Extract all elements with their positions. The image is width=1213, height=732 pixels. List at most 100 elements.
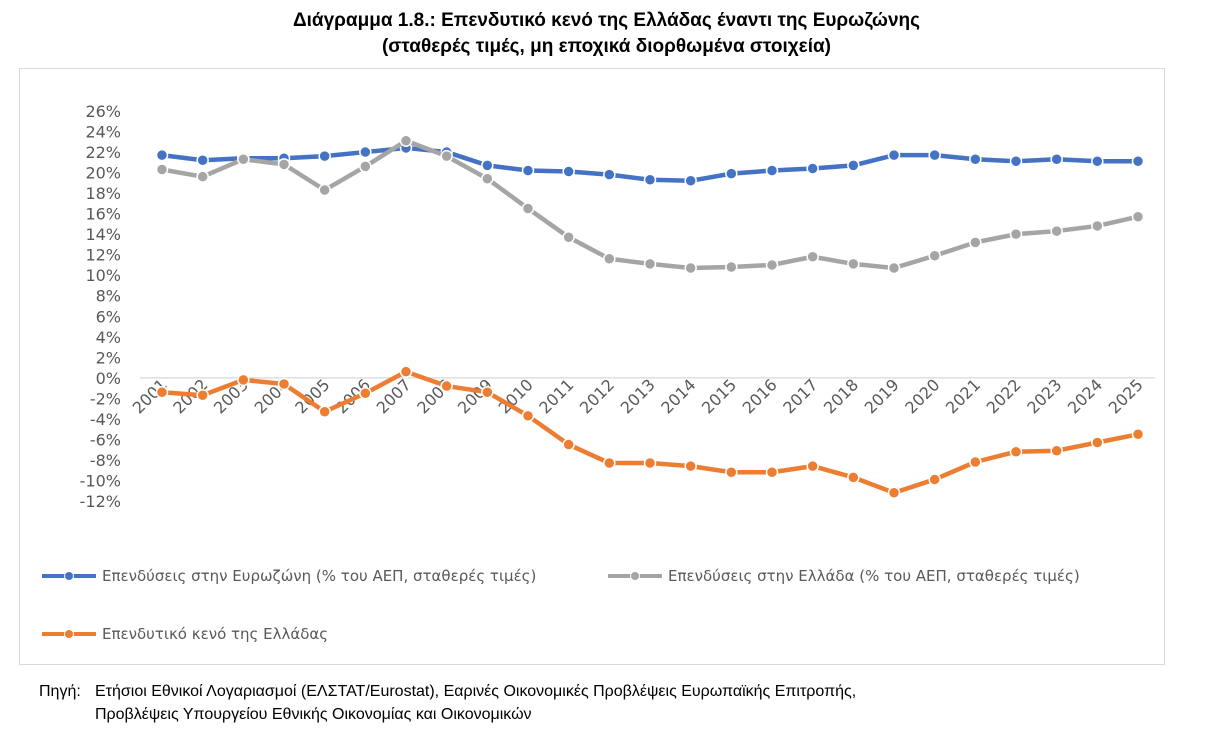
x-tick-label: 2025 bbox=[1105, 375, 1147, 417]
data-point-greece bbox=[969, 236, 982, 249]
data-point-gap bbox=[155, 385, 169, 399]
data-point-gap bbox=[684, 459, 697, 473]
data-point-greece bbox=[481, 172, 494, 185]
y-tick-label: 8% bbox=[96, 287, 121, 306]
legend-swatch-gap bbox=[42, 629, 96, 639]
data-point-greece bbox=[1131, 210, 1145, 223]
data-point-eurozone bbox=[847, 159, 860, 172]
series-eurozone bbox=[155, 141, 1145, 188]
data-point-gap bbox=[277, 377, 291, 391]
data-point-gap bbox=[928, 473, 941, 486]
data-point-gap bbox=[1131, 428, 1145, 441]
data-point-greece bbox=[603, 252, 616, 266]
x-tick-label: 2019 bbox=[861, 375, 903, 417]
data-point-greece bbox=[521, 202, 535, 215]
data-point-gap bbox=[521, 409, 535, 423]
legend-item-eurozone: Επενδύσεις στην Ευρωζώνη (% του ΑΕΠ, στα… bbox=[42, 567, 536, 585]
data-point-gap bbox=[847, 471, 860, 484]
data-point-eurozone bbox=[1131, 155, 1145, 168]
data-point-eurozone bbox=[725, 167, 738, 180]
data-point-gap bbox=[318, 405, 331, 418]
data-point-eurozone bbox=[643, 173, 657, 187]
legend-label-eurozone: Επενδύσεις στην Ευρωζώνη (% του ΑΕΠ, στα… bbox=[102, 567, 537, 585]
data-point-greece bbox=[318, 183, 331, 197]
data-point-eurozone bbox=[806, 162, 819, 175]
data-point-gap bbox=[765, 466, 779, 479]
data-point-greece bbox=[643, 257, 657, 271]
data-point-eurozone bbox=[928, 148, 941, 162]
data-point-greece bbox=[440, 149, 453, 163]
data-point-gap bbox=[969, 455, 982, 469]
x-tick-label: 2020 bbox=[901, 375, 943, 417]
data-point-gap bbox=[887, 486, 901, 500]
legend-item-greece: Επενδύσεις στην Ελλάδα (% του ΑΕΠ, σταθε… bbox=[608, 567, 1080, 585]
data-point-eurozone bbox=[684, 174, 697, 188]
data-point-greece bbox=[277, 158, 291, 171]
data-point-greece bbox=[237, 152, 250, 166]
x-tick-label: 2016 bbox=[739, 375, 781, 417]
source-line-1: Ετήσιοι Εθνικοί Λογαριασμοί (ΕΛΣΤΑΤ/Euro… bbox=[95, 683, 857, 700]
x-tick-label: 2015 bbox=[698, 375, 740, 417]
data-point-greece bbox=[399, 134, 413, 148]
y-tick-label: -2% bbox=[90, 389, 121, 408]
y-axis: 26% 24%22% 20%18% 16%14% 12%10% 8%6% 4%2% 0%-2%… bbox=[80, 102, 121, 511]
data-point-greece bbox=[887, 261, 901, 275]
chart-title-line-2: (σταθερές τιμές, μη εποχικά διορθωμένα σ… bbox=[381, 36, 831, 57]
data-point-greece bbox=[806, 250, 819, 263]
data-point-greece bbox=[1009, 227, 1023, 241]
series-greece bbox=[155, 134, 1145, 275]
data-point-gap bbox=[725, 466, 738, 479]
source-label: Πηγή: bbox=[39, 683, 81, 700]
data-point-greece bbox=[1050, 224, 1063, 238]
y-tick-label: 20% bbox=[85, 164, 121, 183]
data-point-greece bbox=[928, 249, 941, 262]
legend-label-gap: Επενδυτικό κενό της Ελλάδας bbox=[102, 625, 329, 643]
y-tick-label: -12% bbox=[80, 492, 121, 511]
x-tick-label: 2024 bbox=[1064, 375, 1106, 417]
data-point-eurozone bbox=[603, 168, 616, 181]
legend-swatch-greece bbox=[608, 571, 662, 581]
data-point-greece bbox=[359, 160, 372, 173]
data-point-eurozone bbox=[1050, 152, 1063, 166]
data-point-gap bbox=[237, 373, 250, 387]
data-point-eurozone bbox=[969, 152, 982, 166]
data-point-greece bbox=[684, 261, 697, 275]
chart-frame bbox=[19, 68, 1165, 665]
x-tick-label: 2013 bbox=[617, 375, 659, 417]
data-point-eurozone bbox=[887, 148, 901, 162]
y-tick-label: 6% bbox=[96, 307, 121, 326]
y-tick-label: 16% bbox=[85, 205, 121, 224]
y-tick-label: 14% bbox=[85, 225, 121, 244]
data-point-gap bbox=[359, 386, 372, 400]
data-point-gap bbox=[399, 365, 413, 378]
y-tick-label: 12% bbox=[85, 246, 121, 265]
data-point-eurozone bbox=[481, 159, 494, 172]
data-point-eurozone bbox=[562, 165, 575, 178]
data-point-greece bbox=[725, 260, 738, 274]
legend-item-gap: Επενδυτικό κενό της Ελλάδας bbox=[42, 625, 328, 643]
y-tick-label: 24% bbox=[85, 123, 121, 142]
legend-swatch-eurozone bbox=[42, 571, 96, 581]
chart-title-line-1: Διάγραμμα 1.8.: Επενδυτικό κενό της Ελλά… bbox=[292, 10, 921, 31]
x-tick-label: 2007 bbox=[373, 375, 415, 417]
x-tick-label: 2018 bbox=[820, 375, 862, 417]
data-point-gap bbox=[562, 438, 575, 451]
data-point-gap bbox=[440, 379, 453, 393]
data-point-greece bbox=[847, 257, 860, 271]
y-tick-label: 10% bbox=[85, 266, 121, 285]
data-point-greece bbox=[1091, 219, 1104, 233]
data-point-gap bbox=[196, 389, 209, 402]
data-point-eurozone bbox=[765, 164, 779, 177]
source-line-2: Προβλέψεις Υπουργείου Εθνικής Οικονομίας… bbox=[95, 706, 532, 723]
y-tick-label: -8% bbox=[90, 451, 121, 470]
data-point-gap bbox=[1091, 436, 1104, 449]
data-point-gap bbox=[806, 459, 819, 473]
data-point-greece bbox=[196, 170, 209, 183]
data-point-gap bbox=[481, 385, 494, 399]
y-tick-label: 18% bbox=[85, 184, 121, 203]
y-tick-label: -10% bbox=[80, 471, 121, 490]
x-tick-label: 2014 bbox=[657, 375, 699, 417]
data-point-gap bbox=[643, 456, 657, 470]
y-tick-label: 4% bbox=[96, 328, 121, 347]
